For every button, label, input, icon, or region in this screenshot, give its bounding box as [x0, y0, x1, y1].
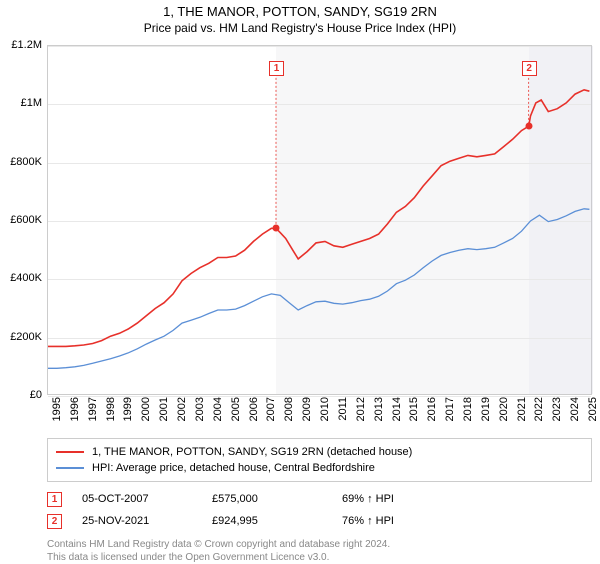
- x-tick-label: 1996: [69, 397, 81, 421]
- x-tick-label: 1995: [51, 397, 63, 421]
- x-tick-label: 2012: [355, 397, 367, 421]
- legend-label: 1, THE MANOR, POTTON, SANDY, SG19 2RN (d…: [92, 446, 412, 458]
- x-tick-label: 2009: [301, 397, 313, 421]
- sale-price: £924,995: [212, 515, 342, 527]
- x-tick-label: 2010: [319, 397, 331, 421]
- x-tick-label: 2000: [140, 397, 152, 421]
- plot-area: 12: [47, 45, 592, 395]
- y-tick-label: £1.2M: [0, 39, 42, 51]
- legend-swatch: [56, 451, 84, 453]
- y-tick-label: £1M: [0, 97, 42, 109]
- x-tick-label: 2005: [230, 397, 242, 421]
- x-tick-label: 2016: [426, 397, 438, 421]
- x-tick-label: 1999: [122, 397, 134, 421]
- sale-row-marker: 1: [47, 492, 62, 507]
- y-tick-label: £0: [0, 389, 42, 401]
- x-tick-label: 2007: [265, 397, 277, 421]
- chart-area: 12 £0£200K£400K£600K£800K£1M£1.2M 199519…: [47, 45, 592, 395]
- y-tick-label: £200K: [0, 331, 42, 343]
- line-svg: [48, 46, 593, 396]
- attribution-line: This data is licensed under the Open Gov…: [47, 551, 600, 564]
- x-tick-label: 2004: [212, 397, 224, 421]
- sale-marker-dot: [525, 123, 532, 130]
- x-tick-label: 2023: [551, 397, 563, 421]
- legend-swatch: [56, 467, 84, 469]
- sale-vs: 76% ↑ HPI: [342, 515, 472, 527]
- x-tick-label: 2011: [337, 397, 349, 421]
- legend-label: HPI: Average price, detached house, Cent…: [92, 462, 375, 474]
- y-tick-label: £800K: [0, 156, 42, 168]
- sale-date: 25-NOV-2021: [82, 515, 212, 527]
- sale-price: £575,000: [212, 493, 342, 505]
- x-axis: 1995 1996 1997 1998 1999 2000 2001 2002 2003 2004…: [47, 397, 592, 447]
- attribution-line: Contains HM Land Registry data © Crown c…: [47, 538, 600, 551]
- title-block: 1, THE MANOR, POTTON, SANDY, SG19 2RN Pr…: [0, 0, 600, 35]
- chart-title: 1, THE MANOR, POTTON, SANDY, SG19 2RN: [0, 4, 600, 19]
- x-tick-label: 2013: [373, 397, 385, 421]
- chart-container: 1, THE MANOR, POTTON, SANDY, SG19 2RN Pr…: [0, 0, 600, 560]
- x-tick-label: 1997: [87, 397, 99, 421]
- x-tick-label: 2008: [283, 397, 295, 421]
- y-tick-label: £600K: [0, 214, 42, 226]
- x-tick-label: 2015: [408, 397, 420, 421]
- x-tick-label: 2021: [516, 397, 528, 421]
- x-tick-label: 2024: [569, 397, 581, 421]
- y-tick-label: £400K: [0, 272, 42, 284]
- x-tick-label: 2022: [533, 397, 545, 421]
- x-tick-label: 2017: [444, 397, 456, 421]
- sale-vs: 69% ↑ HPI: [342, 493, 472, 505]
- attribution: Contains HM Land Registry data © Crown c…: [47, 538, 600, 564]
- sale-marker-label: 2: [522, 61, 537, 76]
- sales-table: 1 05-OCT-2007£575,00069% ↑ HPI 2 25-NOV-202…: [47, 488, 592, 532]
- y-axis: £0£200K£400K£600K£800K£1M£1.2M: [0, 45, 42, 395]
- legend-row: HPI: Average price, detached house, Cent…: [56, 460, 583, 476]
- x-tick-label: 2025: [587, 397, 599, 421]
- sale-row: 1 05-OCT-2007£575,00069% ↑ HPI: [47, 488, 592, 510]
- sale-date: 05-OCT-2007: [82, 493, 212, 505]
- sale-marker-label: 1: [269, 61, 284, 76]
- sale-row: 2 25-NOV-2021£924,99576% ↑ HPI: [47, 510, 592, 532]
- x-tick-label: 2020: [498, 397, 510, 421]
- x-tick-label: 2003: [194, 397, 206, 421]
- x-tick-label: 1998: [105, 397, 117, 421]
- sale-marker-dot: [273, 225, 280, 232]
- x-tick-label: 2019: [480, 397, 492, 421]
- x-tick-label: 2014: [391, 397, 403, 421]
- x-tick-label: 2002: [176, 397, 188, 421]
- series-line: [48, 90, 589, 347]
- chart-subtitle: Price paid vs. HM Land Registry's House …: [0, 21, 600, 35]
- x-tick-label: 2001: [158, 397, 170, 421]
- x-tick-label: 2006: [248, 397, 260, 421]
- series-line: [48, 209, 589, 368]
- x-tick-label: 2018: [462, 397, 474, 421]
- sale-row-marker: 2: [47, 514, 62, 529]
